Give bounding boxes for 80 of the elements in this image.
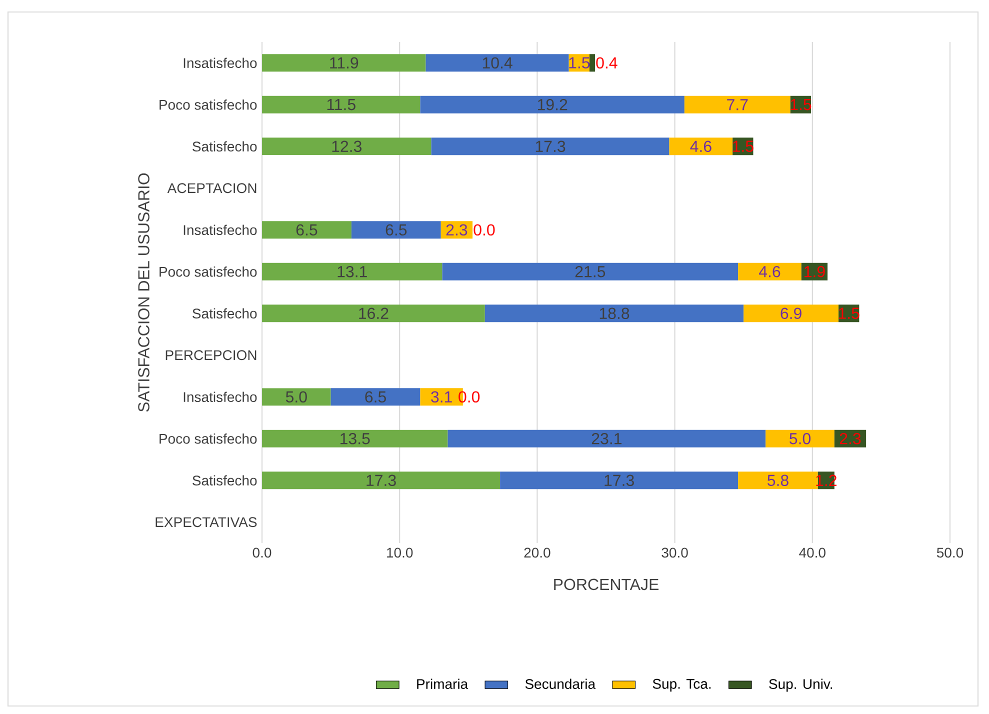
- data-label: 23.1: [592, 432, 622, 444]
- y-tick-label: Satisfecho: [192, 308, 257, 319]
- bar: [744, 304, 839, 322]
- data-label: 11.9: [330, 57, 358, 69]
- bar: [442, 262, 738, 280]
- bar: [738, 262, 802, 280]
- data-label: 19.2: [538, 98, 568, 110]
- bar: [262, 388, 331, 406]
- x-tick-label: 50.0: [936, 548, 964, 558]
- bar: [262, 262, 442, 280]
- bar: [426, 54, 569, 72]
- bar: [766, 430, 834, 448]
- x-tick-label: 10.0: [387, 548, 413, 558]
- bar: [420, 96, 684, 114]
- y-tick-label: Poco satisfecho: [160, 266, 257, 277]
- bar: [448, 430, 766, 448]
- data-label: 4.6: [759, 266, 780, 278]
- data-label: 6.9: [780, 308, 802, 320]
- bar: [262, 430, 448, 448]
- data-label: 16.2: [359, 308, 388, 320]
- data-label: 11.5: [327, 99, 356, 110]
- data-label: 4.6: [690, 140, 712, 152]
- bar: [262, 472, 500, 490]
- legend-label: Sup. Tca.: [652, 678, 711, 692]
- data-label: 21.5: [575, 266, 606, 278]
- y-tick-label: Satisfecho: [192, 141, 257, 152]
- y-tick-label: Poco satisfecho: [160, 99, 257, 110]
- x-tick-label: 20.0: [524, 548, 550, 558]
- data-label: 17.3: [366, 474, 396, 486]
- data-label: 2.3: [840, 432, 861, 444]
- data-label: 0.4: [596, 57, 618, 69]
- legend-label: Secundaria: [525, 678, 596, 689]
- data-label: 17.3: [604, 474, 634, 486]
- bar: [262, 304, 485, 322]
- data-label: 0.0: [474, 224, 495, 236]
- bar: [669, 138, 733, 156]
- legend-label: Sup. Univ.: [769, 678, 832, 692]
- data-label: 13.5: [340, 432, 370, 444]
- bar: [330, 388, 420, 406]
- bar: [262, 221, 352, 239]
- data-label: 17.3: [536, 140, 566, 152]
- y-tick-label: Insatisfecho: [184, 58, 257, 68]
- legend-label: Primaria: [417, 678, 468, 689]
- data-label: 6.5: [296, 224, 318, 236]
- data-label: 18.8: [600, 308, 630, 320]
- data-label: 1.9: [804, 266, 825, 278]
- bar: [351, 221, 441, 239]
- bar: [589, 54, 595, 72]
- x-tick-label: 40.0: [799, 548, 826, 558]
- x-tick-label: 0.0: [252, 548, 272, 558]
- bar: [262, 54, 426, 72]
- y-tick-label: PERCEPCION: [166, 350, 256, 360]
- bar: [262, 96, 420, 114]
- y-tick-label: Insatisfecho: [184, 224, 257, 236]
- data-label: 5.0: [790, 432, 811, 444]
- data-label: 3.1: [431, 391, 452, 403]
- bar: [684, 96, 790, 114]
- x-tick-label: 30.0: [662, 548, 688, 558]
- y-tick-label: Satisfecho: [192, 475, 257, 486]
- bar: [484, 304, 744, 322]
- x-axis-title: PORCENTAJE: [554, 578, 658, 590]
- data-label: 5.0: [286, 391, 307, 403]
- y-tick-label: ACEPTACION: [167, 183, 256, 194]
- y-axis-title: SATISFACCION DEL USUSARIO: [138, 173, 150, 412]
- data-label: 10.4: [482, 57, 512, 69]
- bar: [262, 138, 432, 156]
- y-tick-label: EXPECTATIVAS: [156, 517, 257, 528]
- bar: [500, 472, 738, 490]
- data-label: 6.5: [386, 224, 407, 236]
- data-label: 7.7: [727, 99, 748, 110]
- y-tick-label: Poco satisfecho: [160, 433, 257, 444]
- data-label: 2.3: [446, 224, 468, 236]
- y-tick-label: Insatisfecho: [184, 392, 257, 402]
- bar: [431, 138, 670, 156]
- data-label: 1.5: [569, 57, 590, 68]
- bar: [738, 472, 818, 490]
- data-label: 6.5: [365, 391, 386, 403]
- data-label: 13.1: [338, 266, 367, 278]
- data-label: 12.3: [332, 140, 362, 152]
- data-label: 5.8: [768, 474, 788, 486]
